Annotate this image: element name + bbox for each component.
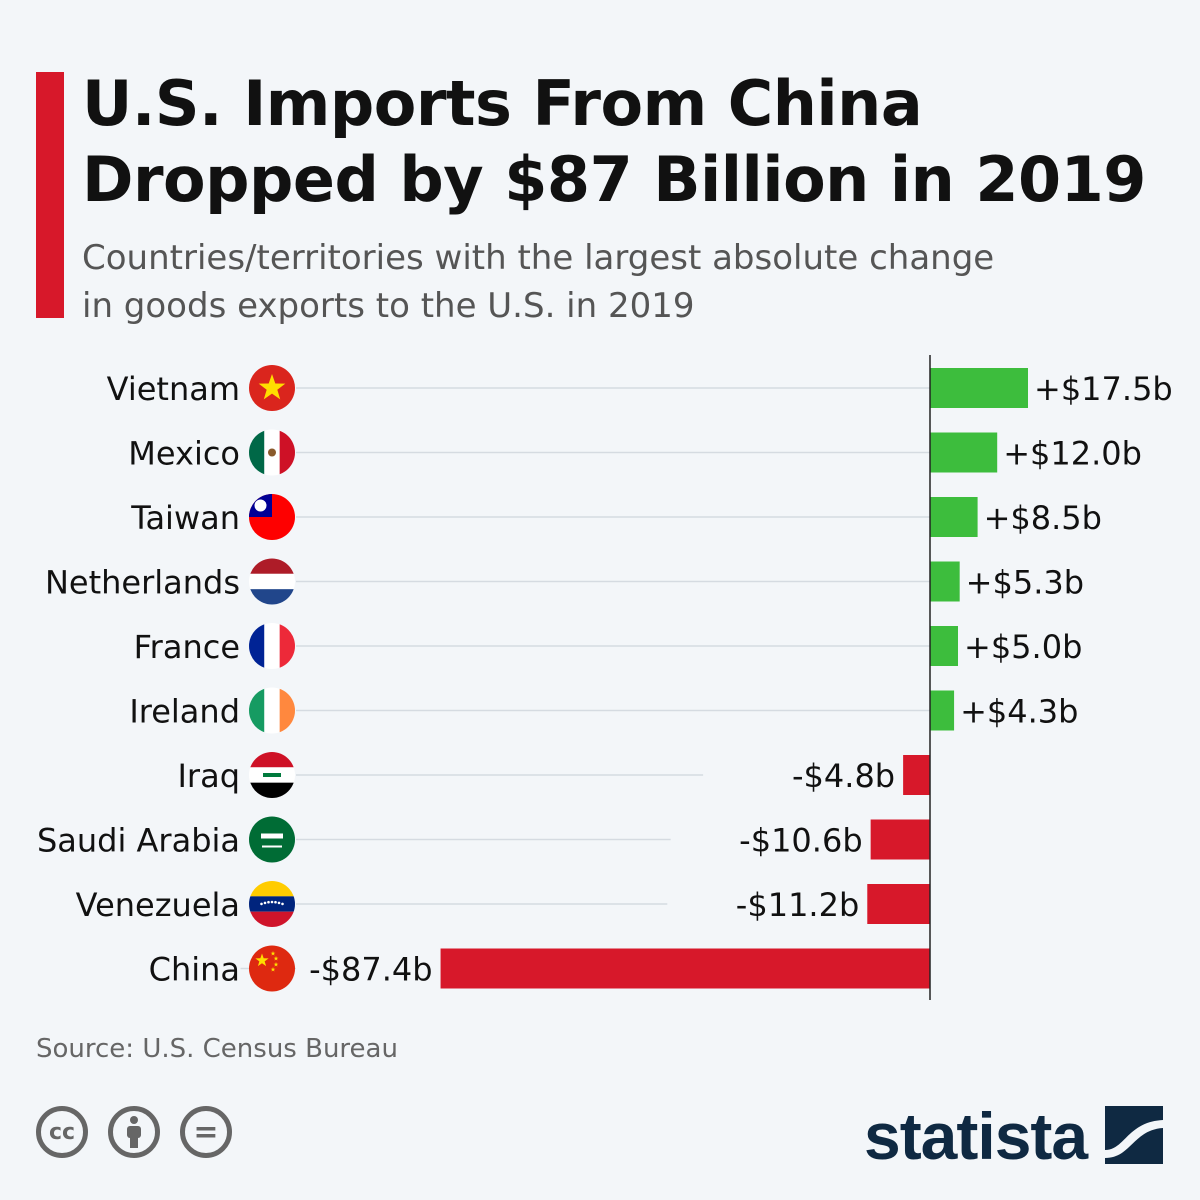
- bar-row: Venezuela -$11.2b: [76, 881, 930, 927]
- france-flag-icon: [249, 623, 295, 669]
- bar: [930, 497, 978, 537]
- category-label: France: [134, 628, 240, 666]
- value-label: +$12.0b: [1003, 435, 1142, 473]
- bar-row: Vietnam +$17.5b: [107, 365, 1173, 411]
- value-label: -$4.8b: [792, 757, 895, 795]
- mexico-flag-icon: [249, 429, 295, 476]
- category-label: China: [149, 951, 240, 989]
- source-note: Source: U.S. Census Bureau: [36, 1034, 398, 1064]
- subtitle-line-1: Countries/territories with the largest a…: [82, 238, 995, 278]
- value-label: -$11.2b: [736, 886, 859, 924]
- ireland-flag-icon: [249, 687, 295, 734]
- value-label: +$5.0b: [964, 628, 1082, 666]
- value-label: +$17.5b: [1034, 370, 1173, 408]
- bar: [930, 432, 998, 473]
- bar-row: Saudi Arabia -$10.6b: [37, 816, 930, 863]
- category-label: Iraq: [177, 757, 240, 795]
- category-label: Netherlands: [45, 564, 240, 602]
- cc-text: cc: [48, 1119, 76, 1145]
- iraq-flag-icon: [249, 752, 295, 798]
- bar: [930, 368, 1028, 408]
- venezuela-flag-icon: [249, 881, 295, 927]
- title-line-1: U.S. Imports From China: [82, 67, 923, 140]
- statista-logo-mark-icon: [1105, 1106, 1163, 1164]
- bar-row: Netherlands +$5.3b: [45, 558, 1084, 605]
- title-line-2: Dropped by $87 Billion in 2019: [82, 143, 1146, 216]
- bar-row: Mexico +$12.0b: [128, 429, 1142, 476]
- bar: [440, 948, 930, 989]
- category-label: Venezuela: [76, 886, 240, 924]
- bar-row: France +$5.0b: [134, 623, 1082, 669]
- vietnam-flag-icon: [249, 365, 295, 411]
- subtitle-line-2: in goods exports to the U.S. in 2019: [82, 286, 695, 326]
- value-label: +$5.3b: [966, 564, 1084, 602]
- bar: [930, 561, 960, 602]
- bar: [930, 690, 955, 731]
- attribution-icon[interactable]: [108, 1106, 160, 1158]
- chart-subtitle: Countries/territories with the largest a…: [82, 234, 994, 330]
- category-label: Taiwan: [130, 499, 240, 537]
- netherlands-flag-icon: [249, 558, 295, 605]
- bar-row: Ireland +$4.3b: [129, 687, 1078, 734]
- creative-commons-icon[interactable]: cc: [36, 1106, 88, 1158]
- statista-logo[interactable]: statista: [864, 1099, 1088, 1173]
- value-label: -$10.6b: [739, 822, 862, 860]
- category-label: Mexico: [128, 435, 240, 473]
- bar: [870, 819, 930, 860]
- value-label: -$87.4b: [309, 951, 432, 989]
- taiwan-flag-icon: [249, 494, 295, 540]
- bar-row: China -$87.4b: [149, 945, 930, 992]
- china-flag-icon: [249, 945, 295, 992]
- value-label: +$8.5b: [984, 499, 1102, 537]
- value-label: +$4.3b: [960, 693, 1078, 731]
- no-derivatives-icon[interactable]: =: [180, 1106, 232, 1158]
- category-label: Vietnam: [107, 370, 240, 408]
- bar: [867, 884, 930, 924]
- bar: [903, 755, 930, 795]
- bar: [930, 626, 958, 666]
- bar-row: Taiwan +$8.5b: [130, 494, 1102, 540]
- bar-chart: Vietnam +$17.5b Mexico +$12.0b Taiwan +$8.5b N…: [37, 355, 1173, 1000]
- bar-row: Iraq -$4.8b: [177, 752, 930, 798]
- chart-title: U.S. Imports From China Dropped by $87 B…: [82, 66, 1146, 218]
- category-label: Saudi Arabia: [37, 822, 240, 860]
- category-label: Ireland: [129, 693, 240, 731]
- saudi-arabia-flag-icon: [249, 816, 295, 863]
- title-accent-bar: [36, 72, 64, 318]
- nd-text: =: [193, 1114, 219, 1150]
